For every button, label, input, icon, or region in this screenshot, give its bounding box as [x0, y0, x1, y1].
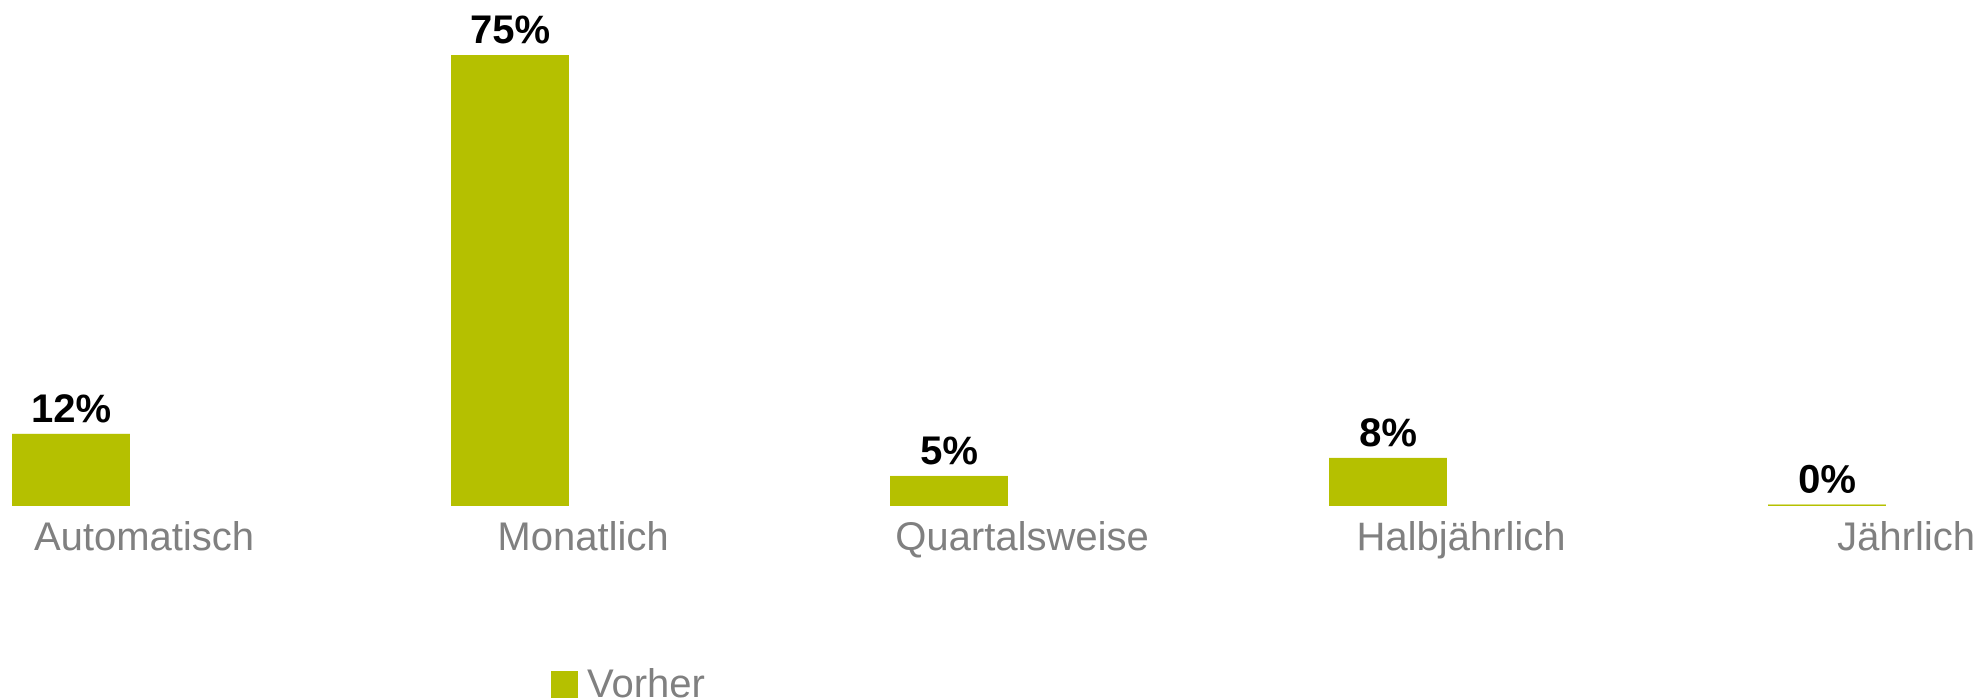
legend: Vorher [551, 662, 705, 700]
category-label-quartalsweise: Quartalsweise [895, 515, 1148, 559]
legend-swatch-vorher [551, 671, 578, 698]
value-label-halbjaehrlich: 8% [1359, 411, 1417, 455]
bar-quartalsweise [890, 475, 1008, 506]
bar-monatlich [451, 55, 569, 506]
legend-label-vorher: Vorher [587, 662, 705, 700]
bars-group [12, 55, 1886, 506]
value-labels-group: 12% 75% 5% 8% 0% [31, 8, 1856, 502]
value-label-jaehrlich: 0% [1798, 458, 1856, 502]
value-label-automatisch: 12% [31, 387, 111, 431]
category-labels-group: Automatisch Monatlich Quartalsweise Halbjäh… [34, 515, 1975, 559]
value-label-monatlich: 75% [470, 8, 550, 52]
value-label-quartalsweise: 5% [920, 429, 978, 473]
bar-jaehrlich [1768, 504, 1886, 506]
category-label-jaehrlich: Jährlich [1837, 515, 1975, 559]
bar-halbjaehrlich [1329, 457, 1447, 506]
category-label-monatlich: Monatlich [497, 515, 668, 559]
category-label-automatisch: Automatisch [34, 515, 254, 559]
bar-automatisch [12, 433, 130, 506]
category-label-halbjaehrlich: Halbjährlich [1357, 515, 1566, 559]
